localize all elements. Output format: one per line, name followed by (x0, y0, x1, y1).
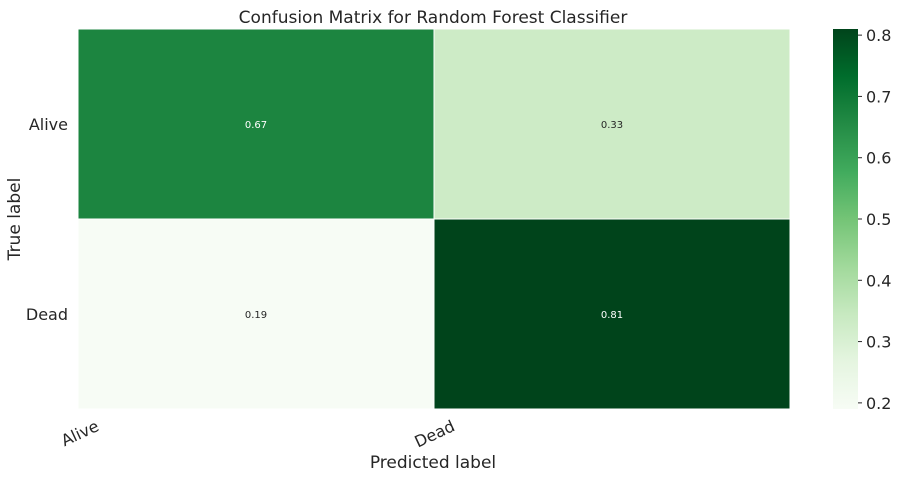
colorbar-tick-label: 0.4 (866, 271, 891, 290)
y-tick-label: Dead (26, 305, 68, 324)
heatmap-annotations: 0.67 0.33 0.19 0.81 (245, 120, 623, 321)
x-tick-label: Alive (58, 416, 102, 450)
cell-annotation: 0.19 (245, 310, 267, 321)
colorbar-tick-label: 0.6 (866, 149, 891, 168)
colorbar-gradient (833, 29, 858, 409)
x-tick-label: Dead (411, 416, 457, 451)
cell-annotation: 0.67 (245, 120, 267, 131)
heatmap-cell (77, 218, 435, 410)
y-tick-label: Alive (29, 115, 68, 134)
cell-annotation: 0.33 (601, 120, 623, 131)
colorbar: 0.2 0.3 0.4 0.5 0.6 0.7 0.8 (833, 26, 891, 413)
heatmap-cells (77, 28, 791, 410)
colorbar-tick-label: 0.7 (866, 87, 891, 106)
chart-title: Confusion Matrix for Random Forest Class… (239, 8, 628, 28)
heatmap-cell (433, 218, 791, 410)
colorbar-tick-label: 0.5 (866, 210, 891, 229)
colorbar-tick-label: 0.8 (866, 26, 891, 45)
colorbar-tick-label: 0.3 (866, 333, 891, 352)
heatmap-cell (433, 28, 791, 220)
y-tick-labels: Alive Dead (26, 115, 68, 324)
colorbar-tick-label: 0.2 (866, 394, 891, 413)
cell-annotation: 0.81 (601, 310, 623, 321)
y-axis-label: True label (5, 178, 25, 262)
x-axis-label: Predicted label (370, 453, 496, 473)
heatmap-cell (77, 28, 435, 220)
x-tick-labels: Alive Dead (58, 416, 458, 451)
colorbar-ticks: 0.2 0.3 0.4 0.5 0.6 0.7 0.8 (858, 26, 891, 413)
